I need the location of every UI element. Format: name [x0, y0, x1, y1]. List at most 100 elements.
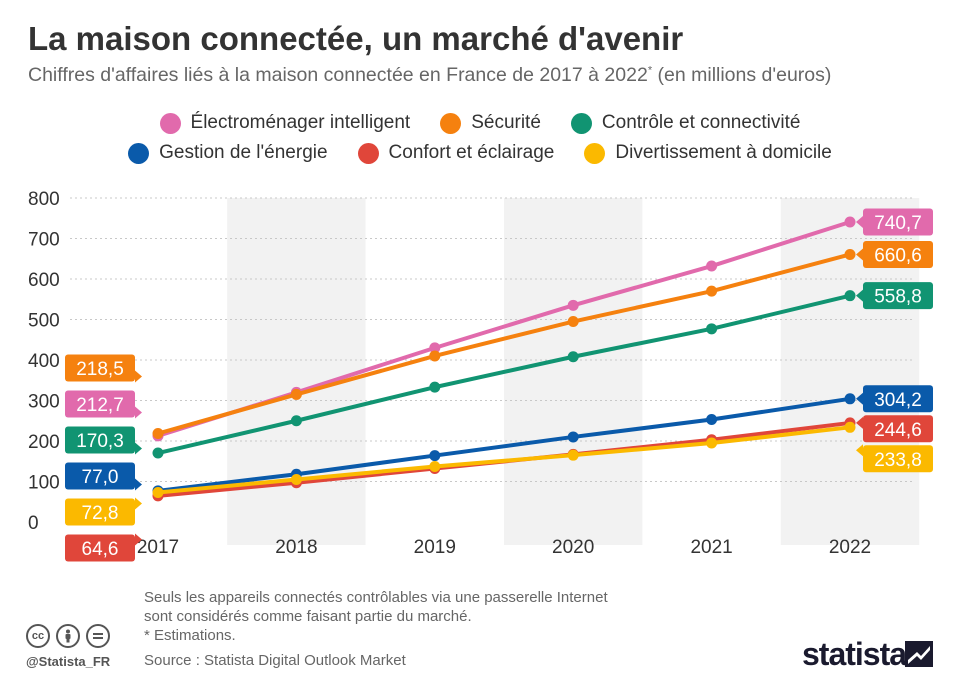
data-point: [290, 388, 302, 400]
svg-text:558,8: 558,8: [874, 287, 922, 308]
svg-text:77,0: 77,0: [82, 467, 119, 488]
data-point: [567, 351, 579, 363]
legend-item-gestion-de-l-energie: Gestion de l'énergie: [128, 142, 328, 164]
x-tick-label: 2019: [414, 537, 456, 558]
series-line-controle-et-connectivite: [156, 293, 852, 456]
data-point: [429, 381, 441, 393]
legend-swatch: [357, 142, 379, 164]
svg-text:72,8: 72,8: [82, 503, 119, 524]
statista-logo[interactable]: statista: [802, 636, 907, 672]
y-tick-label: 700: [28, 230, 60, 251]
subtitle-footnote-mark: *: [647, 64, 653, 77]
note-line: Seuls les appareils connectés contrôlabl…: [144, 589, 608, 606]
column-band: [227, 198, 366, 545]
data-point: [429, 450, 441, 462]
y-tick-label: 500: [28, 311, 60, 332]
legend-label: Gestion de l'énergie: [159, 142, 328, 163]
value-label: 72,8: [65, 497, 142, 526]
social-handle[interactable]: @Statista_FR: [26, 654, 111, 669]
legend: Électroménager intelligent Sécurité Contrô…: [0, 108, 960, 168]
y-tick-label: 100: [28, 473, 60, 494]
data-point: [152, 487, 164, 499]
cc-icon: cc: [26, 624, 50, 648]
x-tick-label: 2022: [829, 537, 871, 558]
legend-swatch: [570, 112, 592, 134]
series-line-divertissement-a-domicile: [156, 425, 852, 495]
legend-swatch: [584, 142, 606, 164]
value-label: 244,6: [856, 415, 933, 443]
data-point: [844, 290, 856, 302]
data-point: [844, 248, 856, 260]
data-point: [706, 260, 718, 272]
legend-item-securite: Sécurité: [440, 112, 541, 134]
legend-row: Gestion de l'énergie Confort et éclairage…: [0, 138, 960, 168]
statista-flag-icon: [905, 641, 933, 667]
data-point: [429, 342, 441, 354]
value-label: 170,3: [65, 426, 142, 455]
x-tick-label: 2017: [137, 537, 179, 558]
chart-subtitle: Chiffres d'affaires liés à la maison con…: [28, 64, 831, 87]
data-point: [844, 216, 856, 228]
data-point: [152, 428, 164, 440]
data-point: [706, 414, 718, 426]
data-point: [429, 350, 441, 362]
data-point: [844, 421, 856, 433]
data-point: [706, 285, 718, 297]
legend-label: Électroménager intelligent: [190, 112, 411, 133]
legend-item-divertissement-a-domicile: Divertissement à domicile: [584, 142, 832, 164]
by-icon: [56, 624, 80, 648]
legend-item-electromenager-intelligent: Électroménager intelligent: [159, 112, 411, 134]
data-point: [567, 299, 579, 311]
svg-text:660,6: 660,6: [874, 245, 922, 266]
legend-label: Confort et éclairage: [388, 142, 555, 163]
legend-label: Divertissement à domicile: [615, 142, 832, 163]
chart-title: La maison connectée, un marché d'avenir: [28, 20, 684, 57]
data-point: [290, 473, 302, 485]
x-tick-label: 2020: [552, 537, 594, 558]
value-label: 218,5: [65, 354, 142, 383]
svg-text:212,7: 212,7: [76, 395, 124, 416]
x-tick-label: 2021: [690, 537, 732, 558]
data-point: [706, 437, 718, 449]
nd-icon: [86, 624, 110, 648]
y-tick-label: 0: [28, 513, 39, 534]
subtitle-unit: (en millions d'euros): [652, 64, 832, 86]
svg-text:740,7: 740,7: [874, 213, 922, 234]
value-label: 212,7: [65, 390, 142, 419]
value-label: 740,7: [856, 208, 933, 236]
footnote-estimations: * Estimations.: [144, 627, 236, 644]
y-tick-label: 600: [28, 270, 60, 291]
y-tick-label: 400: [28, 351, 60, 372]
legend-row: Électroménager intelligent Sécurité Contrô…: [0, 108, 960, 138]
svg-text:64,6: 64,6: [82, 539, 119, 560]
y-tick-label: 800: [28, 189, 60, 210]
value-label: 304,2: [856, 385, 933, 413]
data-point: [844, 393, 856, 405]
legend-swatch: [159, 112, 181, 134]
legend-label: Sécurité: [471, 112, 541, 133]
data-point: [429, 461, 441, 473]
data-point: [567, 449, 579, 461]
series-line-securite: [156, 252, 852, 436]
data-point: [567, 316, 579, 328]
series-line-gestion-de-l-energie: [156, 396, 852, 493]
legend-item-confort-et-eclairage: Confort et éclairage: [357, 142, 555, 164]
legend-swatch: [440, 112, 462, 134]
legend-label: Contrôle et connectivité: [601, 112, 801, 133]
svg-text:218,5: 218,5: [76, 359, 124, 380]
value-label: 660,6: [856, 240, 933, 268]
column-band: [504, 198, 643, 545]
y-tick-label: 200: [28, 432, 60, 453]
x-tick-label: 2018: [275, 537, 317, 558]
data-point: [290, 415, 302, 427]
value-label: 64,6: [65, 533, 142, 562]
svg-text:244,6: 244,6: [874, 420, 922, 441]
subtitle-text: Chiffres d'affaires liés à la maison con…: [28, 64, 648, 86]
source-text: Source : Statista Digital Outlook Market: [144, 652, 406, 669]
value-label: 77,0: [65, 462, 142, 491]
y-tick-label: 300: [28, 392, 60, 413]
note-line: sont considérés comme faisant partie du …: [144, 608, 472, 625]
chart-note: Seuls les appareils connectés contrôlabl…: [144, 588, 608, 645]
data-point: [706, 323, 718, 335]
svg-text:170,3: 170,3: [76, 431, 124, 452]
